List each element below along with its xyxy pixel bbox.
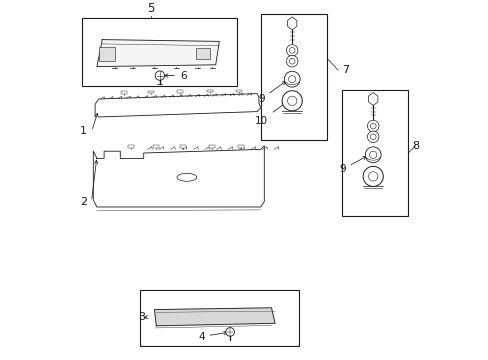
Circle shape bbox=[366, 120, 378, 132]
Bar bbox=[238, 145, 244, 148]
Circle shape bbox=[363, 166, 383, 186]
Circle shape bbox=[286, 55, 297, 67]
Circle shape bbox=[287, 96, 296, 105]
Polygon shape bbox=[154, 308, 275, 326]
Text: 9: 9 bbox=[258, 81, 285, 104]
Circle shape bbox=[225, 328, 234, 336]
Text: 7: 7 bbox=[341, 65, 348, 75]
Bar bbox=[236, 90, 242, 92]
Text: 8: 8 bbox=[411, 141, 418, 151]
Bar bbox=[177, 90, 182, 93]
Circle shape bbox=[368, 172, 377, 181]
Circle shape bbox=[286, 45, 297, 56]
Circle shape bbox=[288, 76, 295, 83]
Circle shape bbox=[369, 123, 375, 129]
Polygon shape bbox=[93, 146, 264, 207]
Polygon shape bbox=[368, 93, 377, 105]
Circle shape bbox=[155, 71, 164, 80]
Bar bbox=[82, 18, 237, 86]
Polygon shape bbox=[287, 17, 296, 30]
Circle shape bbox=[369, 151, 376, 158]
Text: 5: 5 bbox=[147, 3, 154, 15]
Circle shape bbox=[282, 91, 302, 111]
Circle shape bbox=[289, 58, 294, 64]
Bar bbox=[121, 91, 126, 94]
Circle shape bbox=[366, 131, 378, 143]
Circle shape bbox=[289, 48, 294, 53]
Bar bbox=[148, 91, 153, 93]
Bar bbox=[260, 14, 326, 140]
Text: 6: 6 bbox=[164, 71, 186, 81]
Circle shape bbox=[369, 134, 375, 140]
Bar bbox=[153, 145, 159, 148]
Bar bbox=[341, 90, 407, 216]
Circle shape bbox=[284, 71, 300, 87]
Text: 1: 1 bbox=[80, 126, 87, 136]
Text: 2: 2 bbox=[80, 197, 87, 207]
Ellipse shape bbox=[177, 173, 196, 181]
Bar bbox=[207, 90, 213, 93]
Bar bbox=[140, 290, 298, 346]
Bar bbox=[196, 48, 210, 59]
Bar bbox=[180, 145, 186, 148]
Circle shape bbox=[365, 147, 380, 163]
Bar bbox=[209, 145, 215, 148]
Text: 9: 9 bbox=[338, 157, 366, 174]
Polygon shape bbox=[95, 94, 260, 117]
Polygon shape bbox=[97, 40, 219, 67]
Text: 3: 3 bbox=[138, 312, 145, 322]
Text: 4: 4 bbox=[198, 331, 227, 342]
Bar bbox=[99, 47, 115, 61]
Bar bbox=[128, 145, 134, 148]
Text: 10: 10 bbox=[254, 103, 285, 126]
